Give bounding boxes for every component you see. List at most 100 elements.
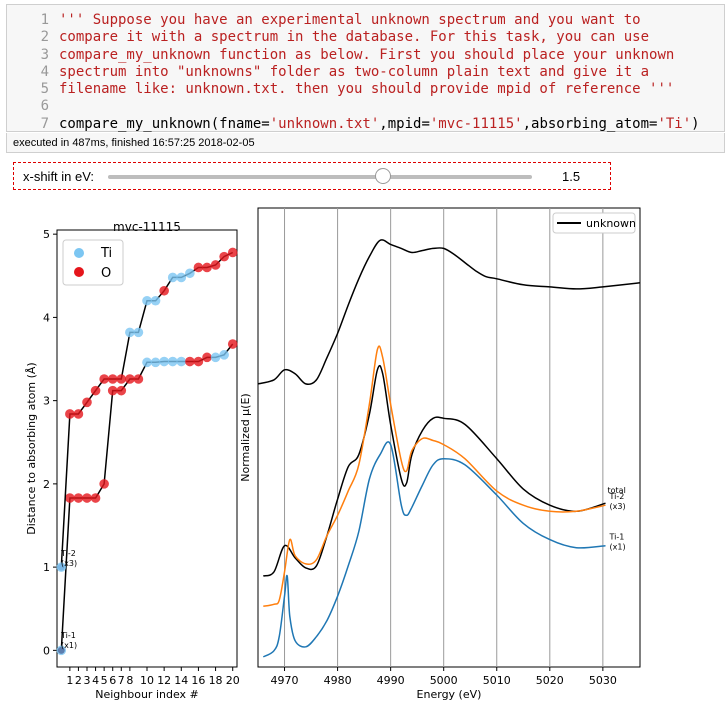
code-call: ,mpid= [379, 115, 430, 132]
code-cell-input[interactable]: 1 2 3 4 5 6 7 ''' Suppose you have an ex… [6, 4, 725, 132]
line-number: 6 [40, 98, 49, 115]
left-x-tick-label: 2 [75, 674, 82, 687]
o-neighbour-point [99, 374, 109, 384]
ti-neighbour-point [159, 356, 169, 367]
left-y-tick-label: 2 [43, 478, 50, 491]
left-plot-frame [56, 229, 238, 668]
line-number: 7 [40, 115, 49, 132]
left-x-tick-label: 1 [66, 674, 73, 687]
o-neighbour-point [107, 385, 118, 396]
docstring-line: compare it with a spectrum in the databa… [59, 29, 650, 46]
execution-status: executed in 487ms, finished 16:57:25 201… [6, 133, 725, 153]
total-spectrum-label: total [608, 486, 626, 495]
line-number: 2 [40, 29, 49, 46]
code-string: 'Ti' [657, 115, 692, 132]
docstring-line: ''' Suppose you have an experimental unk… [59, 12, 641, 28]
left-x-tick-label: 10 [140, 674, 154, 687]
legend-o-marker [74, 267, 84, 277]
x-shift-widget: x-shift in eV: 1.5 [13, 162, 611, 190]
code-call: ,absorbing_atom= [522, 115, 658, 132]
ti-neighbour-point [142, 357, 152, 368]
right-x-tick-label: 4970 [271, 674, 299, 687]
legend-unknown-label: unknown [586, 217, 636, 230]
ti-neighbour-point [210, 352, 221, 363]
o-neighbour-point [193, 356, 204, 367]
left-x-tick-label: 16 [191, 674, 205, 687]
ti-2-spectrum-label: Ti-2 [609, 492, 625, 501]
o-neighbour-point [159, 285, 169, 296]
code-call: compare_my_unknown(fname= [59, 115, 270, 132]
left-y-tick-label: 5 [43, 228, 50, 241]
ti-neighbour-point [185, 268, 195, 279]
o-neighbour-point [116, 385, 127, 396]
left-x-tick-label: 5 [101, 674, 108, 687]
legend-ti-marker [74, 248, 84, 258]
line-number: 4 [40, 63, 49, 80]
o-neighbour-point [82, 397, 92, 408]
o-neighbour-point [99, 479, 109, 489]
o-neighbour-point [193, 262, 204, 273]
unknown-spectrum-line [257, 239, 641, 386]
right-x-tick-label: 5010 [483, 674, 511, 687]
o-neighbour-point [133, 374, 144, 384]
left-x-tick-label: 8 [126, 674, 133, 687]
left-x-tick-label: 20 [226, 674, 240, 687]
left-x-axis-label: Neighbour index # [95, 688, 199, 701]
left-x-tick-label: 12 [157, 674, 171, 687]
o-neighbour-point [107, 374, 118, 384]
o-neighbour-point [82, 493, 92, 503]
o-neighbour-point [202, 352, 212, 363]
line-numbers: 1 2 3 4 5 6 7 [7, 12, 49, 133]
right-x-tick-label: 5000 [430, 674, 458, 687]
left-legend-box [62, 239, 124, 286]
o-neighbour-point [90, 493, 101, 503]
ti-1-spectrum-sublabel: (x1) [610, 543, 626, 552]
ti-neighbour-point [142, 295, 152, 306]
left-x-tick-label: 7 [118, 674, 125, 687]
left-y-tick-label: 0 [43, 644, 50, 657]
legend-ti-label: Ti [100, 246, 112, 261]
o-neighbour-point [65, 409, 75, 419]
x-shift-value[interactable]: 1.5 [562, 169, 581, 184]
right-x-tick-label: 4990 [377, 674, 405, 687]
left-y-tick-label: 3 [43, 395, 50, 408]
ti-2-annotation: Ti-2 [60, 549, 76, 558]
ti-2-spectrum-line [263, 345, 606, 608]
ti-1-spectrum-label: Ti-1 [609, 533, 625, 542]
right-y-axis-label: Normalized μ(E) [239, 393, 252, 481]
line-number: 5 [40, 81, 49, 98]
left-y-tick-label: 1 [43, 561, 50, 574]
code-string: 'unknown.txt' [269, 115, 380, 132]
docstring-line: spectrum into "unknowns" folder as two-c… [59, 63, 650, 80]
o-neighbour-point [116, 374, 127, 384]
ti-neighbour-point [176, 356, 187, 367]
left-chart-title: mvc-11115 [113, 220, 181, 234]
o-neighbour-point [227, 339, 238, 349]
right-legend-box [552, 212, 636, 234]
x-shift-slider-track[interactable] [108, 175, 532, 179]
x-shift-slider-handle[interactable] [375, 168, 391, 184]
right-x-tick-label: 5030 [589, 674, 617, 687]
o-neighbour-point [73, 493, 84, 503]
o-neighbour-point [125, 374, 135, 384]
o-neighbour-point [210, 260, 221, 270]
ti-neighbour-point [125, 327, 135, 338]
right-x-tick-label: 5020 [536, 674, 564, 687]
ti-neighbour-point [219, 350, 229, 360]
code-string: 'mvc-11115' [429, 115, 523, 132]
left-x-tick-label: 6 [109, 674, 116, 687]
o-neighbour-point [65, 493, 75, 503]
ti-neighbour-point [150, 357, 161, 368]
docstring-line: filename like: unknown.txt. then you sho… [59, 81, 675, 98]
right-x-tick-label: 4980 [324, 674, 352, 687]
ti-2-annotation-sub: (x3) [61, 559, 77, 568]
total-spectrum-line [263, 364, 606, 577]
right-x-axis-label: Energy (eV) [417, 688, 482, 701]
line-number: 1 [40, 12, 49, 28]
line-number: 3 [40, 46, 49, 63]
x-shift-label: x-shift in eV: [23, 169, 95, 184]
left-x-tick-label: 14 [174, 674, 188, 687]
ti-neighbour-point [150, 295, 161, 306]
code-call: ) [691, 115, 700, 132]
